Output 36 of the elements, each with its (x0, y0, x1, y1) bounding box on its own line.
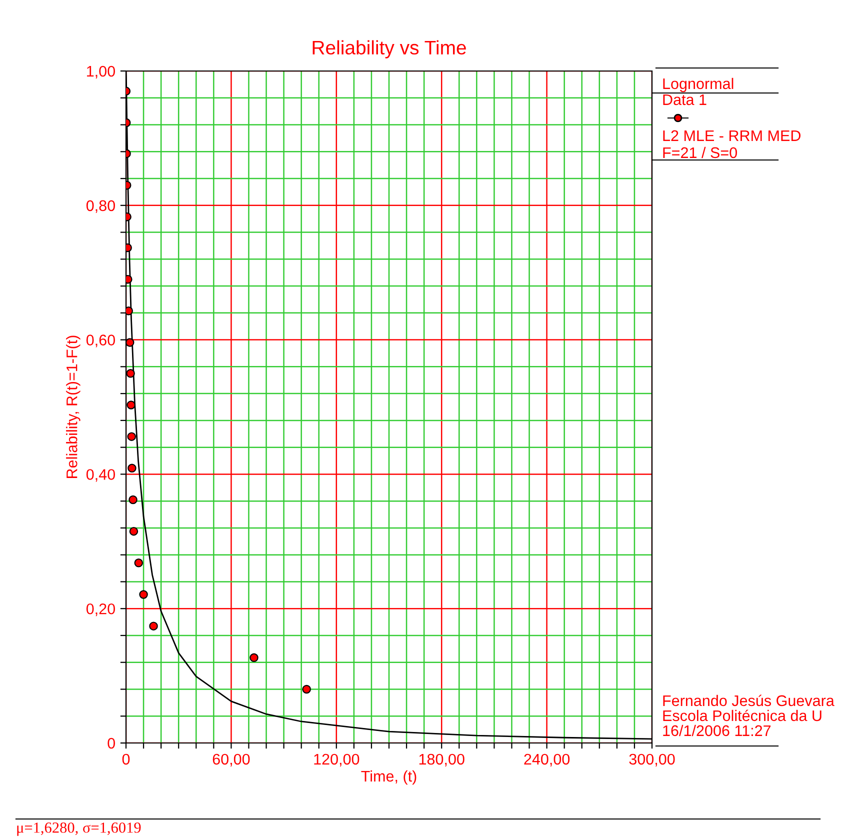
point (126, 369, 135, 378)
y-tick-label: 0 (108, 738, 115, 749)
point (134, 558, 143, 568)
x-tick-label: 300,00 (629, 754, 675, 766)
point (126, 338, 134, 347)
point (126, 306, 134, 316)
y-tick-label: 0,40 (86, 469, 115, 482)
chart-title: Reliability vs Time (312, 40, 466, 58)
text: 16/1/2006 11:27 (663, 724, 771, 736)
point (128, 495, 138, 504)
x-tick-label: 240,00 (524, 754, 570, 766)
x-tick-label: 180,00 (419, 754, 464, 766)
x-tick-label: 0 (122, 754, 130, 765)
y-tick-label: 0,60 (86, 334, 115, 348)
y-tick-label: 1,00 (87, 66, 115, 78)
point (139, 590, 148, 599)
text: Escola Politécnica da U (663, 710, 822, 722)
point (128, 464, 136, 473)
point (127, 432, 136, 441)
point (149, 622, 158, 630)
x-axis-title: Time, (t) (361, 770, 416, 785)
legend-title: Lognormal (663, 78, 734, 92)
point (129, 526, 138, 536)
text: μ=1,6280, σ=1,6019 (17, 822, 141, 836)
y-tick-label: 0,80 (86, 200, 115, 213)
x-tick-label: 60,00 (212, 754, 250, 766)
point (302, 684, 311, 694)
x-tick-label: 120,00 (314, 754, 360, 766)
text: F=21 / S=0 (663, 146, 737, 158)
point (126, 400, 136, 410)
text: Data 1 (663, 94, 706, 106)
y-axis-title: Reliability, R(t)=1-F(t) (66, 336, 80, 478)
text: L2 MLE - RRM MED (663, 130, 800, 141)
text: Fernando Jesús Guevara (663, 694, 834, 706)
y-tick-label: 0,20 (86, 603, 115, 616)
point (250, 653, 258, 662)
